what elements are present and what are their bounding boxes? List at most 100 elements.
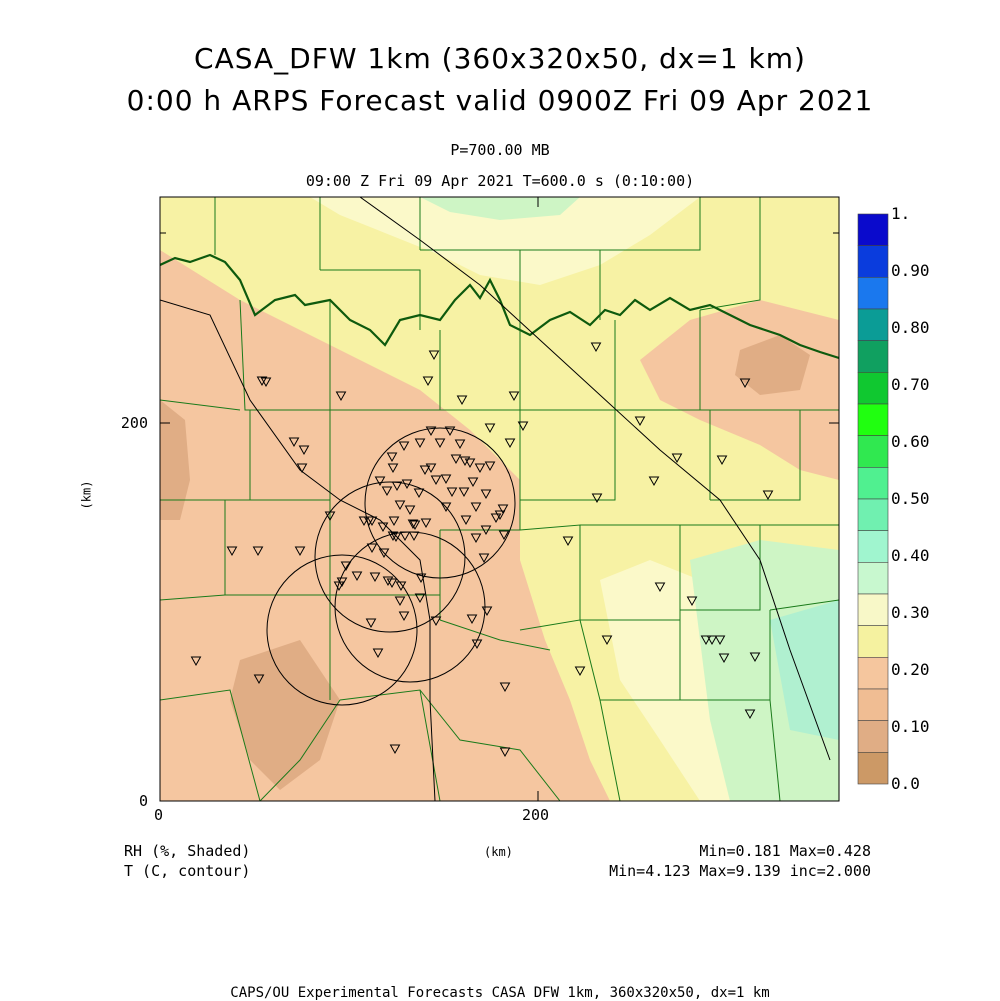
colorbar-tick-label: 0.20 [891, 660, 930, 679]
station-marker [387, 463, 399, 474]
station-marker [391, 481, 403, 492]
station-marker [428, 350, 440, 361]
station-marker [382, 576, 394, 587]
station-marker [369, 572, 381, 583]
colorbar-swatch [857, 403, 889, 436]
station-marker [253, 674, 265, 685]
station-marker [484, 423, 496, 434]
map-title: CASA_DFW 1km (360x320x50, dx=1 km) [194, 42, 806, 75]
rh-045-region [770, 600, 839, 740]
roads-and-rivers [160, 197, 831, 801]
station-marker [366, 543, 378, 554]
pressure-level-label: P=700.00 MB [450, 141, 550, 159]
station-marker [386, 578, 398, 589]
colorbar-swatch [857, 467, 889, 500]
station-marker [460, 515, 472, 526]
colorbar-swatch [857, 245, 889, 278]
y-tick-label-0: 0 [138, 792, 148, 810]
station-marker [390, 532, 402, 543]
station-marker [340, 561, 352, 572]
colorbar-swatch [857, 308, 889, 341]
station-marker [399, 531, 411, 542]
station-marker [744, 709, 756, 720]
station-marker [387, 531, 399, 542]
colorbar-tick-label: 0.10 [891, 717, 930, 736]
shaded-field-range: Min=0.181 Max=0.428 [699, 842, 871, 860]
station-marker [654, 582, 666, 593]
station-marker [499, 747, 511, 758]
county-boundaries [160, 197, 839, 801]
station-marker [714, 635, 726, 646]
station-marker [398, 441, 410, 452]
station-marker [504, 438, 516, 449]
station-marker [601, 635, 613, 646]
station-marker [377, 522, 389, 533]
colorbar-tick-label: 1. [891, 204, 911, 223]
radar-ring-2 [314, 481, 466, 633]
colorbar-swatch [857, 435, 889, 468]
station-marker [294, 546, 306, 557]
station-marker [497, 504, 509, 515]
colorbar-swatch [857, 562, 889, 595]
rh-015-patch-south [230, 640, 340, 790]
station-marker [422, 376, 434, 387]
colorbar-swatch [857, 593, 889, 626]
colorbar-tick-label: 0.60 [891, 432, 930, 451]
station-marker [296, 463, 308, 474]
colorbar-swatch [857, 688, 889, 721]
station-marker [499, 682, 511, 693]
colorbar-swatch [857, 720, 889, 753]
station-marker [419, 465, 431, 476]
credit-footer: CAPS/OU Experimental Forecasts CASA DFW … [230, 985, 770, 1001]
station-marker [456, 395, 468, 406]
contour-field-range: Min=4.123 Max=9.139 inc=2.000 [609, 862, 871, 880]
shaded-field-name: RH (%, Shaded) [124, 842, 251, 860]
station-marker [648, 476, 660, 487]
station-marker [716, 455, 728, 466]
station-marker [450, 454, 462, 465]
station-marker [467, 477, 479, 488]
station-marker [430, 475, 442, 486]
station-marker [590, 342, 602, 353]
colorbar-swatch [857, 530, 889, 563]
station-marker [490, 513, 502, 524]
station-marker [425, 463, 437, 474]
station-marker [671, 453, 683, 464]
colorbar-tick-label: 0.30 [891, 603, 930, 622]
station-marker [404, 505, 416, 516]
station-marker [458, 487, 470, 498]
station-marker [470, 502, 482, 513]
station-marker [471, 639, 483, 650]
colorbar-tick-label: 0.80 [891, 318, 930, 337]
axis-ticks [159, 197, 839, 802]
station-marker [408, 531, 420, 542]
station-marker [444, 426, 456, 437]
station-marker [394, 596, 406, 607]
station-marker [409, 520, 421, 531]
station-marker [413, 488, 425, 499]
station-marker [398, 611, 410, 622]
colorbar-tick-label: 0.90 [891, 261, 930, 280]
station-marker [562, 536, 574, 547]
station-marker [226, 546, 238, 557]
station-marker [464, 458, 476, 469]
station-marker [425, 426, 437, 437]
station-marker [459, 456, 471, 467]
station-marker [440, 474, 452, 485]
station-marker [333, 581, 345, 592]
x-axis-label: (km) [484, 845, 513, 859]
rh-colorbar [857, 213, 889, 785]
station-marker [414, 593, 426, 604]
rh-shaded-field [160, 197, 839, 801]
station-marker [480, 525, 492, 536]
surface-station-markers [190, 342, 774, 758]
station-marker [430, 616, 442, 627]
station-marker [324, 511, 336, 522]
station-marker [358, 516, 370, 527]
station-marker [298, 445, 310, 456]
colorbar-swatch [857, 372, 889, 405]
station-marker [494, 510, 506, 521]
colorbar-swatch [857, 625, 889, 658]
station-marker [574, 666, 586, 677]
